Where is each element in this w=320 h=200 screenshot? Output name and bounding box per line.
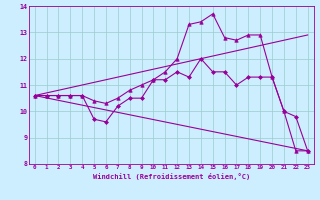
X-axis label: Windchill (Refroidissement éolien,°C): Windchill (Refroidissement éolien,°C) <box>92 173 250 180</box>
